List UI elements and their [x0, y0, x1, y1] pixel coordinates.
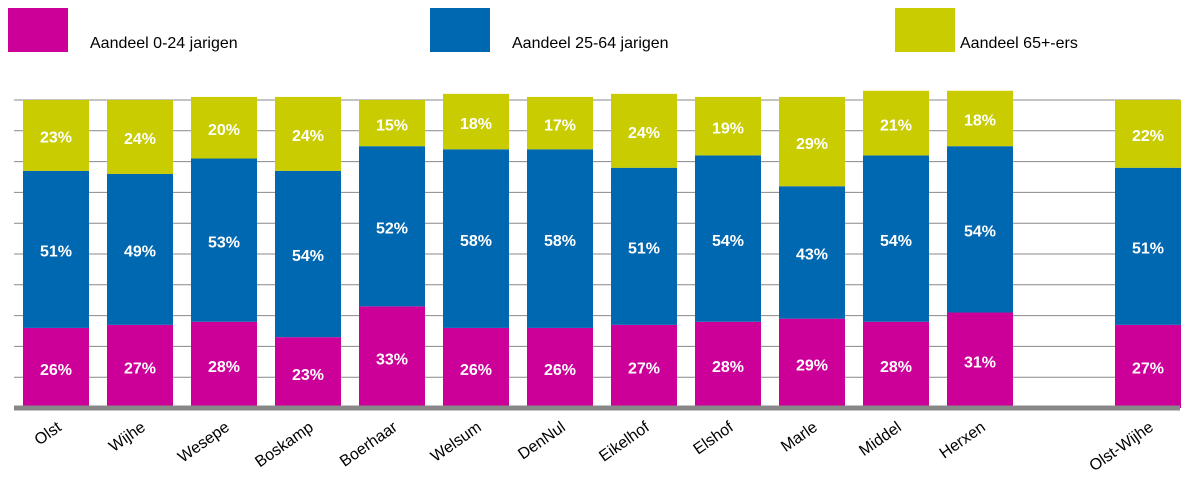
x-tick-label: Elshof	[691, 418, 738, 458]
value-label: 26%	[544, 362, 576, 379]
value-label: 20%	[208, 122, 240, 139]
bar-segment	[1115, 100, 1181, 168]
value-label: 27%	[628, 361, 660, 378]
value-label: 23%	[292, 367, 324, 384]
x-tick-label: Wesepe	[175, 419, 233, 466]
value-label: 22%	[1132, 128, 1164, 145]
bar-segment	[527, 96, 593, 150]
value-label: 33%	[376, 351, 408, 368]
x-tick-label: Middel	[856, 419, 904, 460]
bar-segment	[359, 100, 425, 147]
value-label: 28%	[208, 359, 240, 376]
value-label: 52%	[376, 220, 408, 237]
value-label: 15%	[376, 117, 408, 134]
bar-segment	[611, 324, 677, 408]
bar-segment	[275, 96, 341, 171]
bar-segment	[947, 146, 1013, 313]
value-label: 23%	[40, 130, 72, 147]
x-tick-label: Olst	[32, 418, 66, 449]
bar-segment	[443, 149, 509, 328]
legend-label: Aandeel 65+-ers	[960, 35, 1078, 52]
bar-segment	[107, 173, 173, 325]
bar-segment	[863, 90, 929, 156]
value-label: 18%	[460, 116, 492, 133]
bar-segment	[23, 327, 89, 408]
value-label: 51%	[40, 244, 72, 261]
x-tick-label: Olst-Wijhe	[1087, 419, 1157, 475]
value-label: 17%	[544, 117, 576, 134]
value-label: 24%	[292, 128, 324, 145]
bar-segment	[359, 306, 425, 408]
bar-segment	[527, 327, 593, 408]
x-tick-label: Herxen	[937, 419, 989, 463]
value-label: 58%	[544, 233, 576, 250]
value-label: 28%	[880, 359, 912, 376]
bar-segment	[611, 167, 677, 325]
bar-segment	[947, 90, 1013, 147]
value-label: 29%	[796, 136, 828, 153]
x-tick-label: Marle	[778, 419, 821, 456]
bar-segment	[695, 96, 761, 156]
legend-swatch	[430, 8, 490, 52]
bar-segment	[359, 146, 425, 307]
bar-segment	[191, 321, 257, 408]
x-tick-label: Eikelhof	[596, 418, 653, 465]
bar-segment	[23, 170, 89, 328]
x-tick-label: DenNul	[515, 419, 568, 464]
bar-segment	[443, 327, 509, 408]
x-tick-label: Welsum	[428, 419, 485, 466]
value-label: 19%	[712, 120, 744, 137]
value-label: 24%	[628, 125, 660, 142]
bar-segment	[275, 170, 341, 338]
legend-label: Aandeel 0-24 jarigen	[90, 35, 238, 52]
value-label: 51%	[1132, 241, 1164, 258]
legend-swatch	[8, 8, 68, 52]
bar-segment	[191, 158, 257, 322]
value-label: 18%	[964, 113, 996, 130]
value-label: 54%	[880, 233, 912, 250]
value-label: 27%	[1132, 361, 1164, 378]
value-label: 49%	[124, 244, 156, 261]
bar-segment	[1115, 167, 1181, 325]
legend-label: Aandeel 25-64 jarigen	[512, 35, 669, 52]
bar-segment	[779, 318, 845, 408]
bar-segment	[527, 149, 593, 328]
bar-segment	[695, 321, 761, 408]
bar-segment	[191, 96, 257, 159]
bar-segment	[107, 324, 173, 408]
value-label: 54%	[712, 233, 744, 250]
bar-segment	[611, 93, 677, 168]
bar-segment	[779, 186, 845, 319]
value-label: 28%	[712, 359, 744, 376]
bar-segment	[863, 321, 929, 408]
bar-segment	[443, 93, 509, 150]
bar-segment	[695, 155, 761, 322]
value-label: 29%	[796, 358, 828, 375]
bar-segment	[275, 337, 341, 408]
value-label: 21%	[880, 117, 912, 134]
bar-segment	[947, 312, 1013, 408]
legend-swatch	[895, 8, 955, 52]
bar-segment	[1115, 324, 1181, 408]
bar-segment	[23, 100, 89, 171]
x-tick-label: Boskamp	[252, 419, 316, 471]
x-tick-label: Wijhe	[106, 419, 149, 456]
x-tick-label: Boerhaar	[337, 418, 401, 470]
value-label: 58%	[460, 233, 492, 250]
value-label: 26%	[460, 362, 492, 379]
value-label: 51%	[628, 241, 660, 258]
value-label: 53%	[208, 234, 240, 251]
value-label: 27%	[124, 361, 156, 378]
value-label: 26%	[40, 362, 72, 379]
value-label: 31%	[964, 354, 996, 371]
bar-segment	[779, 96, 845, 187]
value-label: 43%	[796, 247, 828, 264]
bar-segment	[863, 155, 929, 322]
bar-segment	[107, 100, 173, 174]
value-label: 54%	[292, 248, 324, 265]
value-label: 54%	[964, 224, 996, 241]
value-label: 24%	[124, 131, 156, 148]
